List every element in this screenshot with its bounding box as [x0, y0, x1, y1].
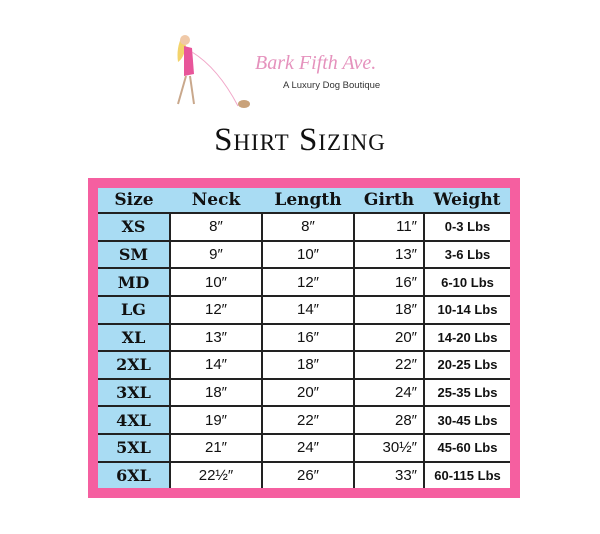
cell-length: 20″ [261, 377, 355, 408]
table-row: SM 9″ 10″ 13″ 3-6 Lbs [98, 239, 510, 270]
cell-neck: 13″ [169, 322, 263, 353]
cell-weight: 20-25 Lbs [423, 350, 510, 380]
cell-neck: 14″ [169, 350, 263, 380]
cell-neck: 19″ [169, 405, 263, 435]
table-row: XS 8″ 8″ 11″ 0-3 Lbs [98, 212, 510, 242]
cell-weight: 10-14 Lbs [423, 294, 510, 325]
column-header: Weight [424, 188, 510, 213]
cell-girth: 20″ [353, 322, 425, 353]
column-header: Size [98, 188, 170, 213]
column-header: Neck [170, 188, 262, 213]
cell-length: 16″ [261, 322, 355, 353]
cell-size: SM [98, 239, 171, 270]
brand-name: Bark Fifth Ave. [255, 52, 377, 74]
cell-neck: 8″ [169, 212, 263, 242]
table-row: 2XL 14″ 18″ 22″ 20-25 Lbs [98, 350, 510, 380]
cell-girth: 13″ [353, 239, 425, 270]
table-row: 4XL 19″ 22″ 28″ 30-45 Lbs [98, 405, 510, 435]
size-chart-table: Size Neck Length Girth Weight XS 8″ 8″ 11″ 0-3 L… [98, 188, 510, 488]
cell-length: 26″ [261, 460, 355, 488]
cell-weight: 14-20 Lbs [423, 322, 510, 353]
cell-girth: 18″ [353, 294, 425, 325]
cell-size: 4XL [98, 405, 171, 435]
cell-girth: 28″ [353, 405, 425, 435]
cell-size: 2XL [98, 350, 171, 380]
cell-size: 6XL [98, 460, 171, 488]
cell-weight: 60-115 Lbs [423, 460, 510, 488]
cell-size: XL [98, 322, 171, 353]
cell-length: 24″ [261, 433, 355, 463]
cell-neck: 12″ [169, 294, 263, 325]
cell-weight: 0-3 Lbs [423, 212, 510, 242]
cell-weight: 25-35 Lbs [423, 377, 510, 408]
cell-girth: 30½″ [353, 433, 425, 463]
table-row: 5XL 21″ 24″ 30½″ 45-60 Lbs [98, 433, 510, 463]
cell-neck: 21″ [169, 433, 263, 463]
page-title: Shirt Sizing [214, 122, 386, 158]
cell-weight: 45-60 Lbs [423, 433, 510, 463]
woman-walking-dog-logo-icon [177, 35, 250, 108]
cell-length: 12″ [261, 267, 355, 297]
cell-girth: 22″ [353, 350, 425, 380]
header-row: Size Neck Length Girth Weight [98, 188, 510, 213]
cell-size: 3XL [98, 377, 171, 408]
cell-neck: 22½″ [169, 460, 263, 488]
cell-neck: 9″ [169, 239, 263, 270]
cell-weight: 6-10 Lbs [423, 267, 510, 297]
cell-size: LG [98, 294, 171, 325]
cell-length: 8″ [261, 212, 355, 242]
brand-tagline: A Luxury Dog Boutique [283, 80, 381, 91]
cell-size: 5XL [98, 433, 171, 463]
table-row: XL 13″ 16″ 20″ 14-20 Lbs [98, 322, 510, 353]
cell-length: 14″ [261, 294, 355, 325]
cell-neck: 18″ [169, 377, 263, 408]
table-row: 3XL 18″ 20″ 24″ 25-35 Lbs [98, 377, 510, 408]
cell-neck: 10″ [169, 267, 263, 297]
cell-girth: 33″ [353, 460, 425, 488]
cell-length: 22″ [261, 405, 355, 435]
cell-girth: 24″ [353, 377, 425, 408]
cell-weight: 30-45 Lbs [423, 405, 510, 435]
cell-girth: 11″ [353, 212, 425, 242]
cell-girth: 16″ [353, 267, 425, 297]
cell-length: 10″ [261, 239, 355, 270]
table-row: 6XL 22½″ 26″ 33″ 60-115 Lbs [98, 460, 510, 488]
cell-size: XS [98, 212, 171, 242]
table-row: LG 12″ 14″ 18″ 10-14 Lbs [98, 294, 510, 325]
cell-weight: 3-6 Lbs [423, 239, 510, 270]
cell-length: 18″ [261, 350, 355, 380]
column-header: Length [262, 188, 354, 213]
cell-size: MD [98, 267, 171, 297]
column-header: Girth [354, 188, 424, 213]
table-row: MD 10″ 12″ 16″ 6-10 Lbs [98, 267, 510, 297]
